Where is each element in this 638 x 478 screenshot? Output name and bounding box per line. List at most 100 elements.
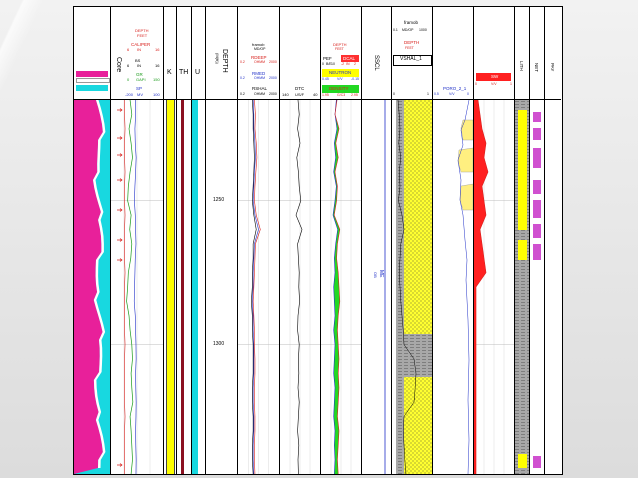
depth-tick-1300: 1300: [213, 340, 225, 347]
vsh-title-min: 0.1: [393, 28, 398, 32]
core-plot: [74, 100, 110, 474]
series-caliper-line: [124, 100, 126, 474]
net-flag-7: [533, 244, 541, 260]
sw-fill: [474, 100, 488, 474]
core-swatch-cyan: [76, 85, 108, 91]
porosity-plot: [321, 100, 361, 474]
net-flag-3: [533, 148, 541, 168]
sample-marker-0: [117, 108, 123, 112]
dtc-body: [280, 100, 320, 474]
gr-depth-name: DEPTH: [135, 28, 149, 33]
k-fill: [166, 100, 175, 474]
gr-sp-max: 100: [153, 92, 160, 97]
sscl-plot: [384, 100, 386, 474]
gr-caliper-sub: IN: [137, 47, 141, 52]
resist-rdeep-max: 2000: [269, 60, 277, 64]
dtc-name: DTC: [295, 86, 305, 91]
porosity-header: DEPTH FEET PEF DCAL 0 B/E 10 -2 IN 2 NEU…: [321, 7, 361, 100]
gr-gr-max: 150: [153, 77, 160, 82]
depth-unit: (M(ft)): [215, 53, 220, 64]
por-neutron-name: NEUTRON: [329, 70, 352, 75]
por-neutron-min: 0.45: [322, 77, 329, 81]
gr-bs-name: BS: [135, 58, 141, 63]
gr-gr-name: GR: [136, 72, 143, 77]
gr-bs-min: 6: [127, 63, 130, 68]
resist-rmed-sub: OHMM: [254, 76, 266, 80]
track-dtc: DTC 140 US/F 40: [280, 7, 321, 474]
gr-gr-min: 0: [127, 77, 130, 82]
vsh-scale-max: 1: [427, 92, 429, 96]
por-pef-min: 0: [322, 62, 324, 66]
vsh-curve-box: [393, 55, 432, 66]
sample-marker-3: [117, 178, 123, 182]
sw-max: 1: [510, 82, 512, 86]
series-dtc-line: [295, 100, 303, 474]
sscl-label: SSCL: [373, 55, 379, 71]
gr-caliper-name: CALIPER: [131, 42, 151, 47]
track-core: [74, 7, 111, 474]
track-k: K: [164, 7, 177, 474]
resist-rmed-name: RMED: [252, 71, 266, 76]
por-density-name: DENSITY: [329, 86, 349, 91]
track-gr: Core DEPTH FEET CALIPER 6 IN 16 BS 6 IN …: [111, 7, 164, 474]
u-label: U: [195, 69, 201, 76]
sscl-header: SSCL: [362, 7, 391, 100]
vsh-depth-name: DEPTH: [404, 40, 420, 45]
resist-title-sub: MD/OP: [254, 47, 266, 51]
poro-pay-3: [459, 183, 473, 211]
net-body: [530, 100, 544, 474]
track-sscl: SSCL ME OB: [362, 7, 392, 474]
core-body: [74, 100, 110, 474]
series-gr-line: [126, 100, 134, 474]
vsh-depth-sub: FEET: [405, 46, 414, 50]
gr-header: Core DEPTH FEET CALIPER 6 IN 16 BS 6 IN …: [111, 7, 163, 100]
net-flag-6: [533, 224, 541, 238]
pay-body: [545, 100, 561, 474]
lith-sand-2: [518, 240, 527, 260]
resist-rdeep-sub: OHMM: [254, 60, 266, 64]
sscl-mid-sub: OB: [373, 272, 378, 278]
track-porosity: DEPTH FEET PEF DCAL 0 B/E 10 -2 IN 2 NEU…: [321, 7, 362, 474]
por-neutron-max: -0.15: [351, 77, 359, 81]
depth-header: DEPTH (M(ft)): [206, 7, 237, 100]
gr-bs-sub: IN: [137, 63, 141, 68]
depth-label: DEPTH: [221, 49, 228, 73]
resist-rdeep-min: 0.2: [240, 60, 245, 64]
por-pef-sub: B/E: [326, 62, 332, 66]
sw-plot: [474, 100, 514, 474]
series-density-line: [333, 100, 341, 474]
poro-max: 0: [467, 92, 469, 96]
por-dcal-max: 2: [354, 62, 356, 66]
gr-gr-sub: GAPI: [136, 77, 146, 82]
pay-header: PAY: [545, 7, 561, 100]
por-pef-max: 10: [331, 62, 335, 66]
gr-sp-sub: MV: [137, 92, 143, 97]
sscl-mid-label: ME: [378, 270, 384, 278]
poro-pay-2: [457, 147, 473, 173]
core-magenta-fill: [74, 100, 103, 474]
track-sw: SW 0 V/V 1: [474, 7, 515, 474]
core-swatch-white: [76, 78, 110, 83]
u-body: [192, 100, 205, 474]
k-label: K: [167, 69, 172, 76]
sw-min: 0: [475, 82, 477, 86]
resist-rshal-max: 2000: [269, 92, 277, 96]
k-header: K: [164, 7, 176, 100]
series-sp-line: [133, 100, 137, 474]
resist-body: [238, 100, 279, 474]
lith-plot: [515, 100, 529, 474]
track-lith: LITH: [515, 7, 530, 474]
sample-marker-4: [117, 208, 123, 212]
lith-sand-3: [518, 454, 527, 468]
resist-rshal-min: 0.2: [240, 92, 245, 96]
well-log-sheet: Core DEPTH FEET CALIPER 6 IN 16 BS 6 IN …: [73, 6, 563, 475]
sample-marker-6: [117, 258, 123, 262]
sw-name: SW: [491, 74, 499, 79]
poro-name: PORO_2_1: [443, 86, 467, 91]
lith-label: LITH: [519, 61, 524, 71]
track-u: U: [192, 7, 206, 474]
resist-rdeep-name: RDEEP: [251, 55, 267, 60]
u-header: U: [192, 7, 205, 100]
track-poro: PORO_2_1 0.5 V/V 0: [433, 7, 474, 474]
track-pay: PAY: [545, 7, 561, 474]
